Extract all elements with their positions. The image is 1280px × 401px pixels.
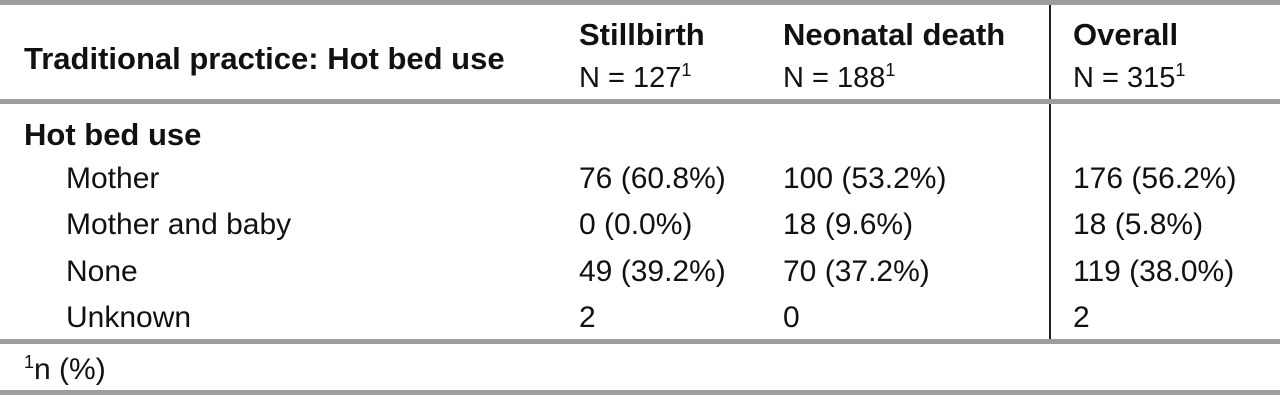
table-bottom-rule bbox=[0, 390, 1280, 395]
table-footnote: 1n (%) bbox=[24, 352, 106, 386]
overall-column-divider-header bbox=[1049, 5, 1051, 99]
cell-overall: 119 (38.0%) bbox=[1073, 255, 1235, 288]
table-top-rule bbox=[0, 0, 1280, 5]
column-header-overall: Overall bbox=[1073, 17, 1179, 52]
column-n-stillbirth: N = 1271 bbox=[579, 60, 692, 94]
column-header-neonatal-death: Neonatal death bbox=[783, 17, 1006, 52]
cell-stillbirth: 49 (39.2%) bbox=[579, 255, 726, 288]
cell-stillbirth: 76 (60.8%) bbox=[579, 162, 726, 195]
column-header-stillbirth: Stillbirth bbox=[579, 17, 705, 52]
table-body-bottom-rule bbox=[0, 339, 1280, 344]
header-bottom-rule bbox=[0, 99, 1280, 104]
cell-overall: 2 bbox=[1073, 301, 1090, 334]
cell-overall: 18 (5.8%) bbox=[1073, 208, 1204, 241]
row-label: Unknown bbox=[66, 301, 192, 334]
row-label: None bbox=[66, 255, 138, 288]
column-n-neonatal-death: N = 1881 bbox=[783, 60, 896, 94]
row-label: Mother bbox=[66, 162, 160, 195]
row-label-header: Traditional practice: Hot bed use bbox=[24, 41, 505, 76]
row-label: Mother and baby bbox=[66, 208, 292, 241]
group-label: Hot bed use bbox=[24, 117, 202, 152]
overall-column-divider-body bbox=[1049, 104, 1051, 339]
cell-overall: 176 (56.2%) bbox=[1073, 162, 1237, 195]
cell-neonatal-death: 70 (37.2%) bbox=[783, 255, 930, 288]
column-n-overall: N = 3151 bbox=[1073, 60, 1186, 94]
cell-neonatal-death: 100 (53.2%) bbox=[783, 162, 947, 195]
cell-neonatal-death: 18 (9.6%) bbox=[783, 208, 914, 241]
cell-stillbirth: 2 bbox=[579, 301, 596, 334]
cell-stillbirth: 0 (0.0%) bbox=[579, 208, 693, 241]
cell-neonatal-death: 0 bbox=[783, 301, 800, 334]
